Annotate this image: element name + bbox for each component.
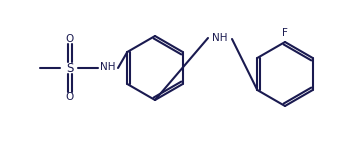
- Text: NH: NH: [212, 33, 228, 43]
- Text: NH: NH: [100, 62, 116, 72]
- Text: S: S: [66, 61, 74, 75]
- Text: O: O: [66, 34, 74, 44]
- Text: F: F: [282, 28, 288, 38]
- Text: O: O: [66, 92, 74, 102]
